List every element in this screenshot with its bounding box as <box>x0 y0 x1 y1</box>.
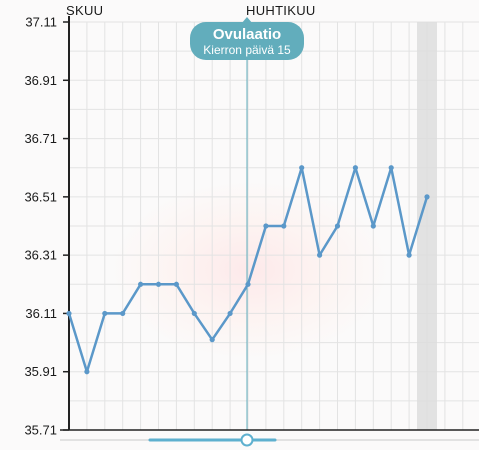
data-point <box>120 310 126 317</box>
ovulation-title: Ovulaatio <box>213 26 281 43</box>
y-tick-label: 36.11 <box>25 306 57 321</box>
month-labels: SKUU HUHTIKUU <box>66 3 316 18</box>
ovulation-bubble-pointer <box>241 17 253 24</box>
data-point <box>66 310 72 317</box>
data-point <box>102 310 108 317</box>
data-point <box>388 165 394 171</box>
scroll-slider[interactable] <box>60 433 479 447</box>
y-tick-label: 36.51 <box>24 189 57 204</box>
highlight-day-band <box>417 22 437 430</box>
data-point <box>281 223 287 229</box>
data-point <box>209 337 215 343</box>
y-axis-ticks: 37.11 36.91 36.71 36.51 36.31 36.11 35.91 35.71 <box>24 15 69 438</box>
slider-thumb[interactable] <box>240 433 254 447</box>
month-label: HUHTIKUU <box>246 3 316 18</box>
data-point <box>424 194 430 200</box>
data-point <box>245 281 251 287</box>
data-point <box>155 281 162 287</box>
y-tick-label: 36.71 <box>24 131 57 146</box>
data-point <box>191 310 197 317</box>
y-tick-label: 37.11 <box>25 15 57 30</box>
data-point <box>227 310 233 317</box>
data-point <box>299 165 305 171</box>
month-label: SKUU <box>66 3 103 18</box>
ovulation-bubble: Ovulaatio Kierron päivä 15 <box>190 17 304 60</box>
data-point <box>406 252 412 258</box>
y-tick-label: 36.91 <box>24 73 57 88</box>
ovulation-subtitle: Kierron päivä 15 <box>203 43 291 57</box>
y-tick-label: 35.91 <box>24 364 57 379</box>
data-point <box>352 165 358 171</box>
data-point <box>317 252 323 258</box>
data-point <box>84 369 90 375</box>
y-tick-label: 35.71 <box>24 423 57 438</box>
y-tick-label: 36.31 <box>24 248 57 263</box>
temperature-points <box>66 165 430 375</box>
ovulation-bubble-background <box>190 22 304 60</box>
data-point <box>370 223 376 229</box>
data-point <box>173 281 179 287</box>
data-point <box>334 223 341 229</box>
data-point <box>263 223 269 229</box>
data-point <box>138 281 144 287</box>
